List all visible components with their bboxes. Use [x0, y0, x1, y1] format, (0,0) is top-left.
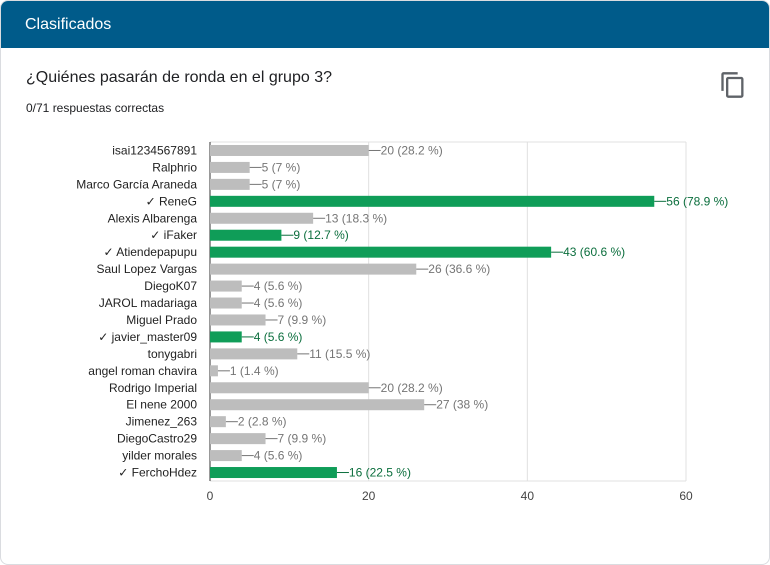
value-label: 2 (2.8 %): [238, 415, 287, 429]
bar: [210, 365, 218, 377]
bar: [210, 450, 242, 462]
category-label: tonygabri: [148, 347, 197, 361]
value-label: 9 (12.7 %): [293, 228, 348, 242]
x-tick-label: 20: [362, 489, 376, 503]
value-label: 16 (22.5 %): [349, 466, 411, 480]
copy-button[interactable]: [719, 71, 747, 99]
bar: [210, 314, 266, 326]
category-label: DiegoK07: [144, 279, 197, 293]
value-label: 5 (7 %): [262, 177, 301, 191]
bar: [210, 263, 417, 275]
value-label: 20 (28.2 %): [381, 143, 443, 157]
x-tick-label: 0: [207, 489, 214, 503]
value-label: 5 (7 %): [262, 160, 301, 174]
value-label: 1 (1.4 %): [230, 364, 279, 378]
category-label: ✓ FerchoHdez: [118, 466, 197, 480]
bar-correct: [210, 229, 282, 241]
section-title: Clasificados: [25, 15, 112, 33]
value-label: 4 (5.6 %): [254, 449, 303, 463]
section-header: Clasificados: [1, 1, 769, 48]
bar: [210, 399, 425, 411]
category-label: DiegoCastro29: [117, 432, 197, 446]
category-label: El nene 2000: [126, 398, 197, 412]
value-label: 7 (9.9 %): [278, 432, 327, 446]
category-label: Ralphrio: [152, 160, 197, 174]
bar-correct: [210, 331, 242, 343]
category-label: JAROL madariaga: [99, 296, 198, 310]
bar: [210, 178, 250, 190]
value-label: 13 (18.3 %): [325, 211, 387, 225]
category-label: Rodrigo Imperial: [109, 381, 197, 395]
bar-correct: [210, 467, 337, 479]
category-label: Miguel Prado: [126, 313, 197, 327]
value-label: 26 (36.6 %): [428, 262, 490, 276]
bar-correct: [210, 246, 552, 258]
bar: [210, 348, 298, 360]
value-label: 43 (60.6 %): [563, 245, 625, 259]
bar-correct: [210, 195, 655, 207]
question-title: ¿Quiénes pasarán de ronda en el grupo 3?: [26, 69, 332, 86]
value-label: 7 (9.9 %): [278, 313, 327, 327]
value-label: 11 (15.5 %): [309, 347, 370, 361]
bar: [210, 433, 266, 445]
copy-icon: [721, 72, 744, 98]
category-label: isai1234567891: [112, 143, 197, 157]
category-label: ✓ iFaker: [150, 228, 197, 242]
category-label: Alexis Albarenga: [108, 211, 198, 225]
bar: [210, 416, 226, 428]
value-label: 4 (5.6 %): [254, 330, 303, 344]
category-label: ✓ ReneG: [146, 194, 197, 208]
bar: [210, 144, 369, 156]
category-label: Jimenez_263: [126, 415, 198, 429]
value-label: 4 (5.6 %): [254, 279, 303, 293]
category-label: Saul Lopez Vargas: [96, 262, 197, 276]
x-tick-label: 60: [679, 489, 693, 503]
value-label: 4 (5.6 %): [254, 296, 303, 310]
value-label: 56 (78.9 %): [666, 194, 728, 208]
value-label: 20 (28.2 %): [381, 381, 443, 395]
bar: [210, 382, 369, 394]
bar: [210, 212, 314, 224]
bar: [210, 280, 242, 292]
value-label: 27 (38 %): [436, 398, 488, 412]
bar: [210, 161, 250, 173]
bar: [210, 297, 242, 309]
category-label: Marco García Araneda: [76, 177, 197, 191]
x-tick-label: 40: [521, 489, 535, 503]
correct-responses-count: 0/71 respuestas correctas: [26, 101, 165, 115]
category-label: ✓ javier_master09: [98, 330, 197, 344]
category-label: ✓ Atiendepapupu: [104, 245, 197, 259]
category-label: yilder morales: [122, 449, 197, 463]
category-label: angel roman chavira: [88, 364, 197, 378]
